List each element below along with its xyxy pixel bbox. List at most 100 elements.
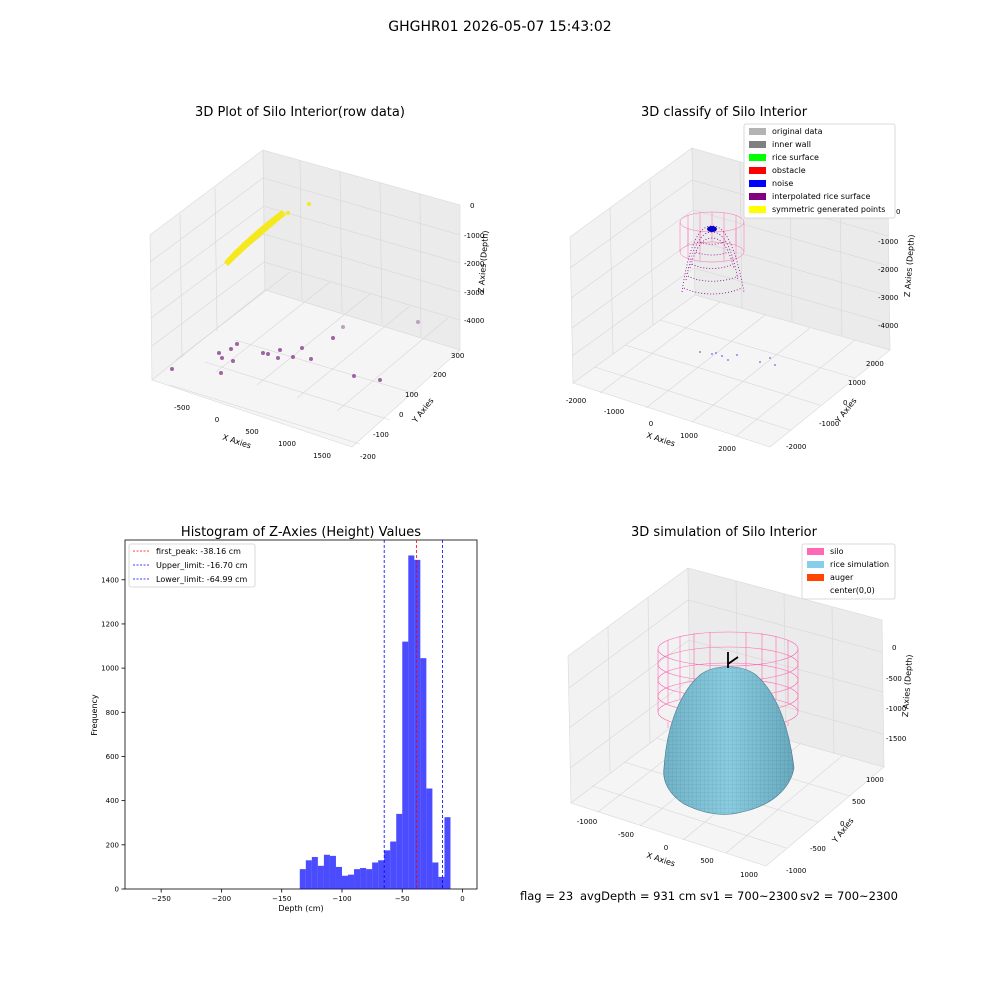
- subplot-2-floor-pane: [572, 294, 891, 448]
- subplot-1-y-tick: 200: [433, 371, 446, 379]
- subplot-4-zlabel: Z Axies (Depth): [901, 654, 914, 717]
- subplot-1-point: [235, 342, 239, 346]
- histogram-bar: [311, 856, 318, 889]
- subplot-4-auger: [727, 652, 739, 668]
- histogram-bar: [354, 869, 361, 889]
- legend-label: auger: [830, 573, 854, 582]
- histogram-bar: [426, 788, 433, 889]
- subplot-2-y-ticks: -2000 -1000 0 1000 2000: [786, 360, 884, 451]
- subplot-4-z-tick: -1000: [886, 705, 906, 713]
- subplot-1-point: [261, 351, 265, 355]
- histogram-bar: [438, 876, 445, 889]
- histogram-bar: [414, 559, 421, 889]
- subplot-2-noise-points: [699, 351, 776, 366]
- subplot-1-point: [309, 357, 313, 361]
- histogram-bar: [372, 862, 379, 889]
- legend-label: Upper_limit: -16.70 cm: [156, 561, 248, 570]
- histogram-legend: first_peak: -38.16 cm Upper_limit: -16.7…: [128, 543, 256, 588]
- subplot-1-point: [341, 325, 345, 329]
- subplot-2-x-ticks: -2000 -1000 0 1000 2000: [566, 397, 736, 453]
- subplot-4-x-tick: 500: [700, 857, 713, 865]
- subplot-1-point: [217, 351, 221, 355]
- histogram-bar: [348, 874, 355, 889]
- subplot-1-z-tick: -3000: [464, 289, 484, 297]
- subplot-1-z-tick: -2000: [464, 260, 484, 268]
- subplot-2-y-tick: 0: [843, 399, 847, 407]
- subplot-1-title: 3D Plot of Silo Interior(row data): [195, 105, 405, 120]
- histogram-x-tick-label: 0: [460, 895, 464, 903]
- subplot-1-point: [219, 371, 223, 375]
- subplot-2-y-tick: 1000: [848, 379, 866, 387]
- histogram-y-tick-label: 200: [106, 841, 119, 849]
- histogram-bar: [432, 862, 439, 889]
- histogram-bar: [317, 865, 324, 889]
- subplot-1-point: [220, 356, 224, 360]
- subplot-1-points: [170, 202, 420, 382]
- subplot-1-yellow-point: [307, 202, 311, 206]
- figure-footer: flag = 23 avgDepth = 931 cm sv1 = 700~23…: [520, 889, 898, 903]
- histogram-bar: [335, 866, 342, 889]
- figure-suptitle: GHGHR01 2026-05-07 15:43:02: [388, 19, 611, 35]
- histogram-y-tick-label: 600: [106, 753, 119, 761]
- subplot-1-x-tick: -500: [174, 404, 190, 412]
- subplot-2-x-tick: -1000: [604, 408, 624, 416]
- subplot-2-y-tick: -2000: [786, 443, 806, 451]
- legend-label: first_peak: -38.16 cm: [156, 547, 241, 556]
- histogram-xlabel: Depth (cm): [278, 904, 323, 913]
- histogram-x-tick-label: −200: [212, 895, 231, 903]
- legend-swatch-auger: [807, 574, 824, 581]
- legend-label: silo: [830, 547, 844, 556]
- legend-swatch-obstacle: [749, 167, 766, 174]
- histogram-y-tick-label: 800: [106, 709, 119, 717]
- subplot-1-yellow-point: [286, 211, 290, 215]
- subplot-1-point: [229, 347, 233, 351]
- subplot-1-x-tick: 500: [245, 428, 258, 436]
- subplot-1-point: [278, 348, 282, 352]
- subplot-2-z-tick: -1000: [878, 238, 898, 246]
- histogram-bar: [341, 875, 349, 889]
- subplot-4-rice-mesh: [663, 666, 794, 815]
- subplot-4-z-tick: 0: [892, 644, 896, 652]
- subplot-2-y-tick: 2000: [866, 360, 884, 368]
- histogram-bar: [329, 855, 336, 889]
- subplot-1-z-tick: -1000: [464, 232, 484, 240]
- subplot-2-x-tick: 1000: [680, 432, 698, 440]
- histogram-bar: [402, 641, 409, 889]
- histogram-y-tick-label: 0: [115, 886, 119, 894]
- subplot-1-point: [300, 346, 304, 350]
- subplot-raw-data: 3D Plot of Silo Interior(row data): [149, 105, 490, 461]
- subplot-histogram: Histogram of Z-Axies (Height) Values −25…: [90, 525, 478, 913]
- histogram-bar: [396, 813, 403, 889]
- subplot-4-z-ticks: 0 -500 -1000 -1500: [886, 644, 906, 743]
- subplot-2-x-tick: 0: [649, 420, 653, 428]
- subplot-1-grid: [149, 159, 461, 445]
- subplot-4-y-tick: -1000: [786, 867, 806, 875]
- histogram-bar: [390, 841, 397, 889]
- subplot-1-z-tick: -4000: [464, 317, 484, 325]
- subplot-1-point: [231, 359, 235, 363]
- subplot-1-x-tick: 0: [215, 416, 219, 424]
- legend-swatch-interpolated: [749, 193, 766, 200]
- legend-label: original data: [772, 127, 823, 136]
- histogram-x-tick-label: −150: [272, 895, 291, 903]
- subplot-1-ylabel: Y Axies: [410, 396, 436, 425]
- subplot-1-yellow-cluster: [224, 210, 286, 266]
- subplot-4-x-tick: -1000: [577, 818, 597, 826]
- subplot-2-xlabel: X Axies: [645, 431, 676, 449]
- subplot-2-z-tick: 0: [896, 208, 900, 216]
- legend-swatch-rice-surface: [749, 154, 766, 161]
- subplot-4-x-tick: 1000: [740, 871, 758, 879]
- subplot-3-title: Histogram of Z-Axies (Height) Values: [181, 525, 421, 540]
- subplot-2-grid: [569, 161, 891, 437]
- legend-label: rice simulation: [830, 560, 889, 569]
- subplot-2-x-tick: 2000: [718, 445, 736, 453]
- histogram-x-tick-label: −100: [332, 895, 351, 903]
- subplot-4-x-tick: 0: [664, 844, 668, 852]
- subplot-4-z-tick: -1500: [886, 735, 906, 743]
- subplot-1-z-tick: 0: [470, 202, 474, 210]
- histogram-bar: [384, 850, 391, 889]
- footer-avg-depth: avgDepth = 931 cm: [580, 889, 696, 903]
- histogram-bar: [366, 869, 373, 889]
- legend-label: symmetric generated points: [772, 205, 885, 214]
- subplot-1-point: [276, 356, 280, 360]
